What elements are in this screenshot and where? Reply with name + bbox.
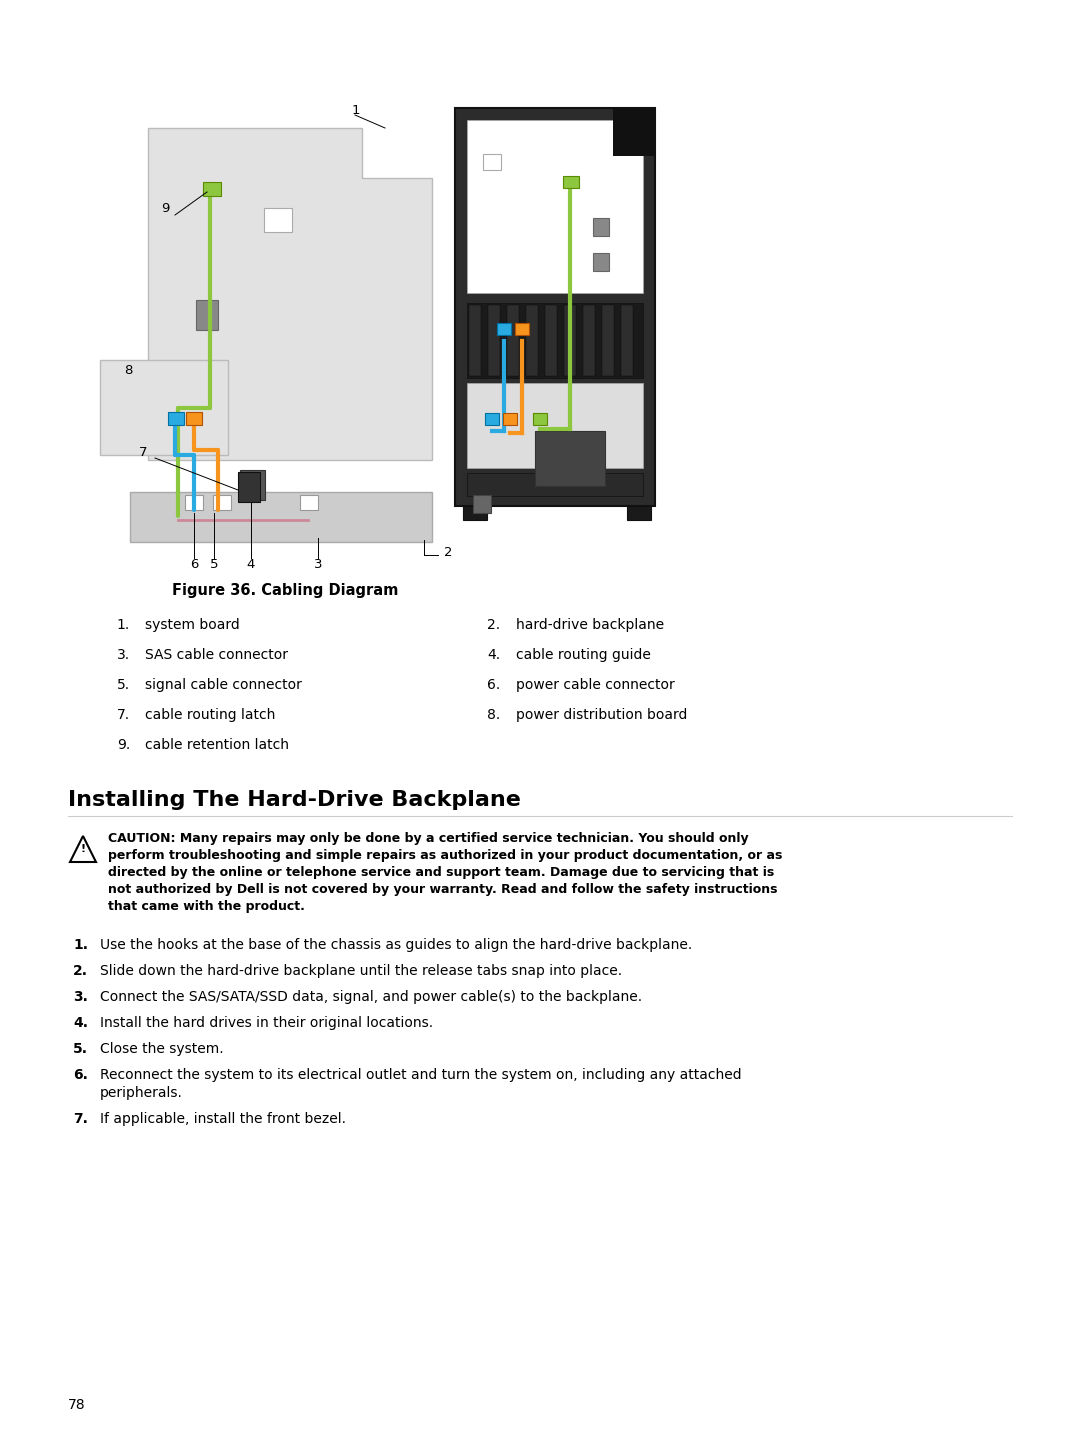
Text: signal cable connector: signal cable connector <box>145 678 302 693</box>
Bar <box>535 432 605 486</box>
Text: 7: 7 <box>138 446 147 459</box>
Text: SAS cable connector: SAS cable connector <box>145 648 288 663</box>
Bar <box>593 218 609 237</box>
Bar <box>593 252 609 271</box>
Bar <box>503 413 517 424</box>
Bar <box>168 412 184 424</box>
Text: 4: 4 <box>247 558 255 572</box>
Text: CAUTION: Many repairs may only be done by a certified service technician. You sh: CAUTION: Many repairs may only be done b… <box>108 832 748 845</box>
Bar <box>469 305 481 376</box>
Text: perform troubleshooting and simple repairs as authorized in your product documen: perform troubleshooting and simple repai… <box>108 849 782 862</box>
Text: 5: 5 <box>210 558 218 572</box>
Text: power cable connector: power cable connector <box>516 678 675 693</box>
Bar <box>583 305 595 376</box>
Text: that came with the product.: that came with the product. <box>108 901 305 913</box>
Text: 6.: 6. <box>487 678 500 693</box>
Bar <box>515 323 529 336</box>
Bar <box>203 182 221 196</box>
Text: 2.: 2. <box>73 964 87 978</box>
Text: not authorized by Dell is not covered by your warranty. Read and follow the safe: not authorized by Dell is not covered by… <box>108 883 778 896</box>
Bar <box>240 470 265 500</box>
Text: 8.: 8. <box>487 708 500 721</box>
Text: directed by the online or telephone service and support team. Damage due to serv: directed by the online or telephone serv… <box>108 866 774 879</box>
Text: Close the system.: Close the system. <box>100 1043 224 1055</box>
Text: If applicable, install the front bezel.: If applicable, install the front bezel. <box>100 1111 346 1126</box>
Text: 6.: 6. <box>73 1068 87 1083</box>
Bar <box>613 108 654 156</box>
Text: hard-drive backplane: hard-drive backplane <box>516 618 664 632</box>
Bar <box>213 495 231 511</box>
Text: !: ! <box>80 845 85 855</box>
Text: 4.: 4. <box>487 648 500 663</box>
Text: 4.: 4. <box>73 1017 87 1030</box>
Bar <box>467 120 643 293</box>
Bar <box>473 495 491 513</box>
Bar <box>300 495 318 511</box>
Bar <box>100 360 228 455</box>
Bar <box>467 383 643 467</box>
Bar <box>602 305 615 376</box>
Text: 9: 9 <box>161 202 170 215</box>
Bar <box>507 305 519 376</box>
Text: 8: 8 <box>124 363 132 377</box>
Bar <box>463 506 487 521</box>
Text: power distribution board: power distribution board <box>516 708 687 721</box>
Text: 9.: 9. <box>117 739 130 751</box>
Bar <box>467 303 643 379</box>
Text: 3.: 3. <box>117 648 130 663</box>
Bar <box>130 492 432 542</box>
Bar <box>621 305 633 376</box>
Text: Figure 36. Cabling Diagram: Figure 36. Cabling Diagram <box>172 584 399 598</box>
Bar <box>627 506 651 521</box>
Text: 5.: 5. <box>73 1043 87 1055</box>
Bar <box>497 323 511 336</box>
Bar <box>488 305 500 376</box>
Bar <box>186 412 202 424</box>
Bar <box>526 305 538 376</box>
Text: 1: 1 <box>352 103 361 116</box>
Text: Reconnect the system to its electrical outlet and turn the system on, including : Reconnect the system to its electrical o… <box>100 1068 742 1083</box>
Text: 1.: 1. <box>73 938 87 952</box>
Bar <box>564 305 576 376</box>
Bar <box>238 472 260 502</box>
Text: Use the hooks at the base of the chassis as guides to align the hard-drive backp: Use the hooks at the base of the chassis… <box>100 938 692 952</box>
Polygon shape <box>148 128 432 460</box>
Bar <box>483 153 501 171</box>
Bar <box>195 300 218 330</box>
Text: 3: 3 <box>314 558 322 572</box>
Text: 2.: 2. <box>487 618 500 632</box>
Text: 1.: 1. <box>117 618 130 632</box>
Text: 78: 78 <box>68 1398 85 1412</box>
Text: Connect the SAS/SATA/SSD data, signal, and power cable(s) to the backplane.: Connect the SAS/SATA/SSD data, signal, a… <box>100 989 643 1004</box>
Bar <box>467 473 643 496</box>
Text: 2: 2 <box>444 546 453 559</box>
Text: cable routing latch: cable routing latch <box>145 708 275 721</box>
Text: Slide down the hard-drive backplane until the release tabs snap into place.: Slide down the hard-drive backplane unti… <box>100 964 622 978</box>
Text: system board: system board <box>145 618 240 632</box>
Text: cable retention latch: cable retention latch <box>145 739 289 751</box>
Bar <box>185 495 203 511</box>
Text: Installing The Hard-Drive Backplane: Installing The Hard-Drive Backplane <box>68 790 521 810</box>
Text: peripherals.: peripherals. <box>100 1086 183 1100</box>
Text: 5.: 5. <box>117 678 130 693</box>
Bar <box>264 208 292 232</box>
Bar <box>455 108 654 506</box>
Bar <box>534 413 546 424</box>
Bar <box>485 413 499 424</box>
Text: 6: 6 <box>190 558 199 572</box>
Text: Install the hard drives in their original locations.: Install the hard drives in their origina… <box>100 1017 433 1030</box>
Text: cable routing guide: cable routing guide <box>516 648 651 663</box>
Text: 7.: 7. <box>73 1111 87 1126</box>
Text: 3.: 3. <box>73 989 87 1004</box>
Text: 7.: 7. <box>117 708 130 721</box>
Bar <box>563 176 579 188</box>
Bar <box>545 305 557 376</box>
